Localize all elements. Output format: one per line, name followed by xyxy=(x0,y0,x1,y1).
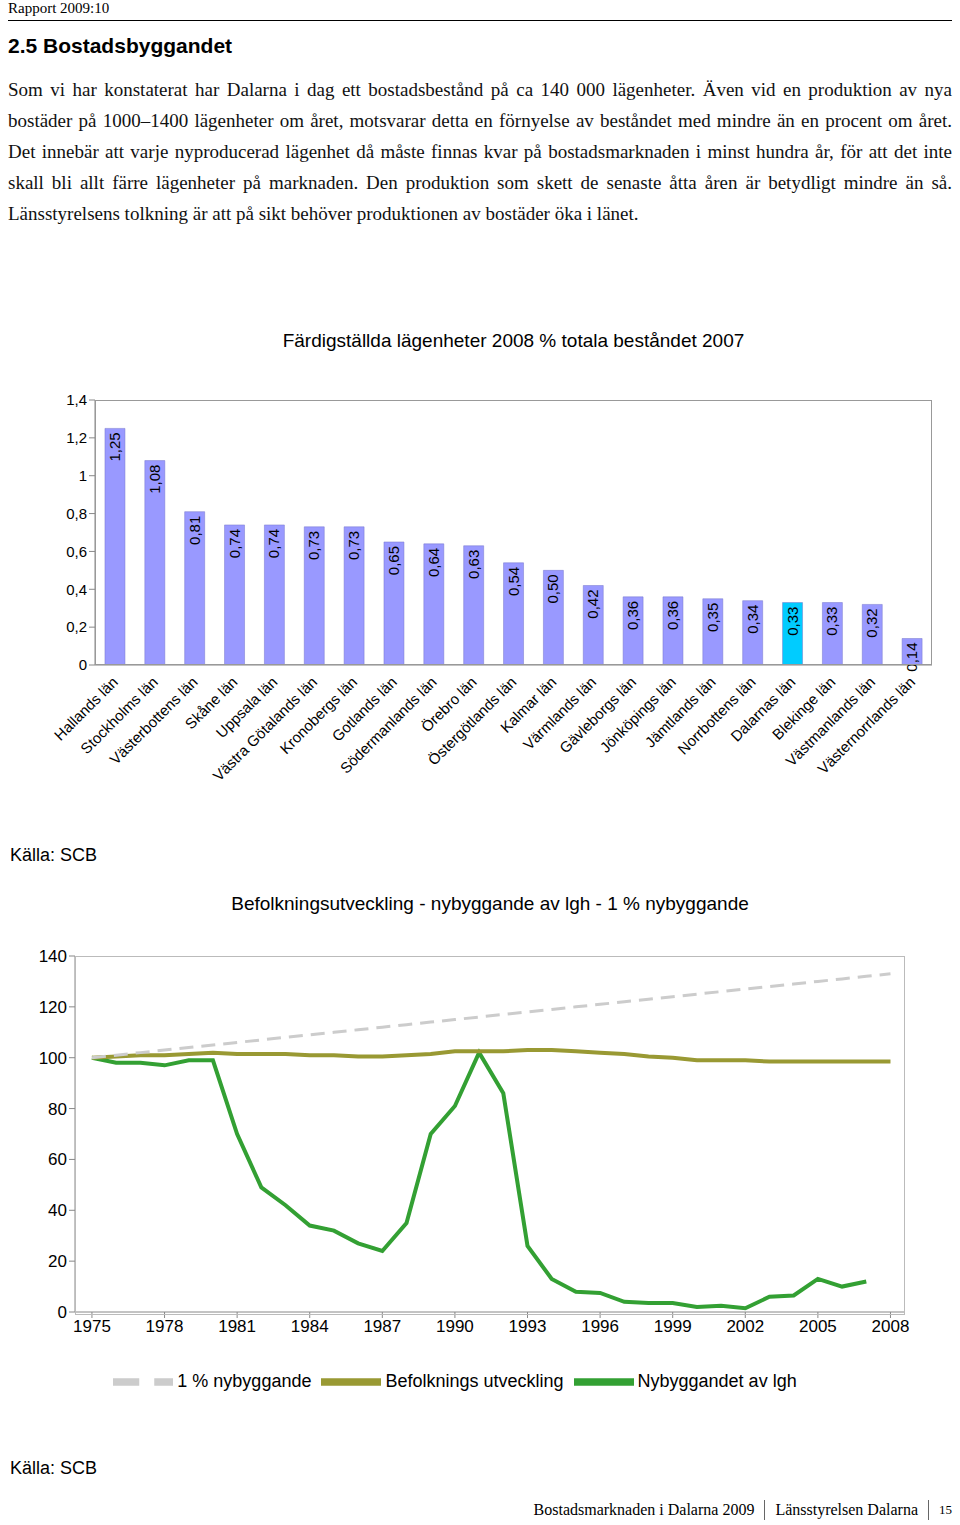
svg-text:Jönköpings län: Jönköpings län xyxy=(596,673,679,756)
svg-text:0,34: 0,34 xyxy=(744,605,761,634)
svg-text:1981: 1981 xyxy=(218,1317,256,1336)
svg-text:0,14: 0,14 xyxy=(903,643,920,672)
svg-text:0,74: 0,74 xyxy=(226,529,243,558)
svg-text:1993: 1993 xyxy=(509,1317,547,1336)
html-text:Bostadsmarknaden i Dalarna 200: Bostadsmarknaden i Dalarna 2009 xyxy=(533,1501,755,1518)
html-text:Källa: SCB: Källa: SCB xyxy=(10,1458,97,1478)
svg-text:40: 40 xyxy=(48,1201,67,1220)
svg-text:0: 0 xyxy=(58,1303,67,1322)
svg-text:Hallands län: Hallands län xyxy=(50,673,121,744)
svg-text:0,33: 0,33 xyxy=(784,607,801,636)
svg-text:Kronobergs län: Kronobergs län xyxy=(276,673,361,758)
svg-text:1,4: 1,4 xyxy=(66,391,87,408)
svg-text:1,2: 1,2 xyxy=(66,429,87,446)
svg-text:Gävleborgs län: Gävleborgs län xyxy=(555,673,640,757)
svg-text:1: 1 xyxy=(79,467,87,484)
svg-text:Gotlands län: Gotlands län xyxy=(328,673,400,745)
svg-text:0,2: 0,2 xyxy=(66,618,87,635)
svg-text:80: 80 xyxy=(48,1100,67,1119)
html-text:Befolkningsutveckling - nybygg: Befolkningsutveckling - nybyggande av lg… xyxy=(231,893,749,914)
svg-text:0,81: 0,81 xyxy=(186,516,203,545)
svg-text:Västernorrlands län: Västernorrlands län xyxy=(814,673,918,777)
svg-text:Värmlands län: Värmlands län xyxy=(519,673,600,753)
svg-text:Södermanlands län: Södermanlands län xyxy=(336,673,440,777)
svg-text:Norrbottens län: Norrbottens län xyxy=(674,673,759,758)
svg-text:0,64: 0,64 xyxy=(425,548,442,577)
svg-text:Östergötlands län: Östergötlands län xyxy=(424,673,520,769)
svg-text:2002: 2002 xyxy=(726,1317,764,1336)
svg-text:60: 60 xyxy=(48,1150,67,1169)
svg-text:120: 120 xyxy=(39,998,67,1017)
svg-text:20: 20 xyxy=(48,1252,67,1271)
svg-text:100: 100 xyxy=(39,1049,67,1068)
svg-text:0,63: 0,63 xyxy=(465,550,482,579)
html-text:Som vi har konstaterat har Dal: Som vi har konstaterat har Dalarna i dag… xyxy=(8,79,952,224)
svg-text:0,73: 0,73 xyxy=(345,531,362,560)
svg-text:Västerbottens län: Västerbottens län xyxy=(106,673,201,768)
svg-text:0,33: 0,33 xyxy=(823,607,840,636)
svg-text:0,6: 0,6 xyxy=(66,543,87,560)
svg-text:0,36: 0,36 xyxy=(664,601,681,630)
svg-text:140: 140 xyxy=(39,947,67,966)
html-text:Källa: SCB: Källa: SCB xyxy=(10,845,97,865)
svg-text:0,36: 0,36 xyxy=(624,601,641,630)
svg-text:2005: 2005 xyxy=(799,1317,837,1336)
svg-text:1999: 1999 xyxy=(654,1317,692,1336)
svg-text:Jämtlands län: Jämtlands län xyxy=(641,673,719,751)
svg-text:0,42: 0,42 xyxy=(584,590,601,619)
svg-text:1990: 1990 xyxy=(436,1317,474,1336)
svg-text:Kalmar län: Kalmar län xyxy=(496,673,560,736)
svg-text:1,08: 1,08 xyxy=(146,465,163,494)
html-text:2.5 Bostadsbyggandet: 2.5 Bostadsbyggandet xyxy=(8,34,233,57)
svg-text:0,50: 0,50 xyxy=(544,574,561,603)
svg-text:0,54: 0,54 xyxy=(505,567,522,596)
svg-text:1,25: 1,25 xyxy=(106,432,123,461)
svg-text:Skåne län: Skåne län xyxy=(181,673,241,733)
html-text:Nybyggandet av lgh: Nybyggandet av lgh xyxy=(637,1370,797,1391)
svg-text:0,73: 0,73 xyxy=(305,531,322,560)
svg-text:1987: 1987 xyxy=(363,1317,401,1336)
html-text:Färdigställda lägenheter 2008: Färdigställda lägenheter 2008 % totala b… xyxy=(282,330,745,351)
svg-text:Dalarnas län: Dalarnas län xyxy=(727,673,799,745)
html-text:Befolknings utveckling: Befolknings utveckling xyxy=(385,1370,564,1391)
svg-text:2008: 2008 xyxy=(872,1317,910,1336)
svg-text:0,4: 0,4 xyxy=(66,581,87,598)
html-text:Rapport 2009:10: Rapport 2009:10 xyxy=(8,0,110,16)
svg-text:0,32: 0,32 xyxy=(863,608,880,637)
html-text:1 % nybyggande: 1 % nybyggande xyxy=(177,1370,312,1391)
svg-text:1975: 1975 xyxy=(73,1317,111,1336)
svg-text:Uppsala län: Uppsala län xyxy=(212,673,281,742)
svg-text:Västra Götalands län: Västra Götalands län xyxy=(209,673,321,785)
svg-text:1978: 1978 xyxy=(146,1317,184,1336)
svg-text:0,74: 0,74 xyxy=(265,529,282,558)
html-text:15: 15 xyxy=(939,1502,952,1517)
svg-text:0: 0 xyxy=(79,656,87,673)
svg-text:Stockholms län: Stockholms län xyxy=(77,673,161,757)
html-text:Länsstyrelsen Dalarna: Länsstyrelsen Dalarna xyxy=(775,1501,918,1518)
svg-text:1984: 1984 xyxy=(291,1317,329,1336)
svg-text:0,65: 0,65 xyxy=(385,546,402,575)
svg-text:0,8: 0,8 xyxy=(66,505,87,522)
svg-text:Västmanlands län: Västmanlands län xyxy=(782,673,879,770)
svg-text:0,35: 0,35 xyxy=(704,603,721,632)
svg-text:Blekinge län: Blekinge län xyxy=(768,673,839,743)
svg-text:1996: 1996 xyxy=(581,1317,619,1336)
svg-text:Örebro län: Örebro län xyxy=(417,673,480,736)
